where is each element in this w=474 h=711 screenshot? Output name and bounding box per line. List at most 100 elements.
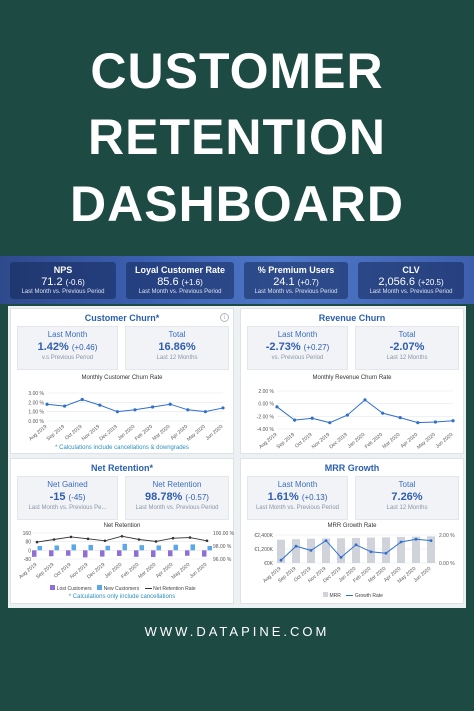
kpi-value: 2,056.6 bbox=[378, 276, 416, 288]
bar-new-customers bbox=[207, 546, 212, 551]
y-tick-label: -4.00 % bbox=[257, 427, 275, 433]
panel-title: Customer Churn* bbox=[84, 313, 160, 323]
x-tick-label: Aug 2019 bbox=[258, 432, 278, 450]
data-point bbox=[98, 403, 102, 407]
x-tick-label: Mar 2020 bbox=[381, 432, 401, 450]
data-point bbox=[120, 534, 124, 538]
stat-head: Last Month bbox=[47, 330, 88, 339]
bar-new-customers bbox=[37, 546, 42, 551]
x-tick-label: Sep 2019 bbox=[46, 424, 66, 442]
data-point bbox=[363, 398, 367, 402]
stat-value: -2.73% bbox=[265, 341, 301, 353]
kpi-sub: Last Month vs. Previous Period bbox=[254, 289, 338, 295]
data-point bbox=[433, 420, 437, 424]
stat-value: -15 bbox=[49, 491, 66, 503]
data-point bbox=[154, 540, 158, 543]
legend-swatch bbox=[346, 595, 354, 597]
stat-sub: Last Month vs. Previous Period bbox=[135, 505, 219, 511]
chart-legend: MRR Growth Rate bbox=[241, 592, 465, 599]
bar-new-customers bbox=[105, 545, 110, 551]
stat-change: (-0.57) bbox=[185, 493, 209, 502]
stat-head: Net Retention bbox=[152, 480, 202, 489]
footer-url[interactable]: WWW.DATAPINE.COM bbox=[144, 624, 330, 639]
y-tick-label: 160 bbox=[23, 531, 32, 537]
legend-swatch bbox=[323, 592, 329, 597]
kpi-loyal-customer-rate[interactable]: Loyal Customer Rate 85.6 (+1.6) Last Mon… bbox=[126, 262, 234, 299]
chart-title: Monthly Revenue Churn Rate bbox=[312, 375, 392, 381]
panel-title: MRR Growth bbox=[324, 463, 380, 473]
data-point bbox=[414, 537, 418, 541]
stat-sub: Last 12 Months bbox=[386, 505, 428, 511]
data-point bbox=[203, 410, 207, 414]
data-point bbox=[416, 421, 420, 425]
legend-swatch bbox=[144, 588, 152, 590]
stat-last-month: Last Month 1.61% (+0.13) Last Month vs. … bbox=[247, 476, 348, 520]
data-point bbox=[324, 539, 328, 542]
data-point bbox=[309, 549, 313, 552]
info-icon[interactable]: i bbox=[220, 313, 229, 322]
data-point bbox=[328, 421, 332, 425]
x-tick-label: Sep 2019 bbox=[276, 432, 296, 450]
stat-head: Total bbox=[398, 330, 416, 339]
y2-tick-label: 98.00 % bbox=[213, 544, 232, 550]
data-point bbox=[369, 550, 373, 554]
bar-lost-customers bbox=[49, 550, 54, 557]
bar-new-customers bbox=[88, 544, 93, 551]
stat-net-gained: Net Gained -15 (-45) Last Month vs. Prev… bbox=[17, 476, 118, 520]
y-tick-label: 0 bbox=[28, 548, 31, 554]
x-tick-label: Dec 2019 bbox=[328, 432, 348, 450]
x-tick-label: May 2020 bbox=[186, 424, 207, 443]
hero-banner: CUSTOMER RETENTION DASHBOARD bbox=[0, 0, 474, 256]
x-tick-label: Feb 2020 bbox=[134, 424, 154, 442]
x-tick-label: Dec 2019 bbox=[86, 562, 106, 580]
bar-mrr bbox=[292, 539, 300, 563]
kpi-delta: (+0.7) bbox=[297, 278, 319, 287]
kpi-premium-users[interactable]: % Premium Users 24.1 (+0.7) Last Month v… bbox=[244, 262, 348, 299]
kpi-sub: Last Month vs. Previous Period bbox=[369, 289, 453, 295]
data-point bbox=[35, 540, 39, 544]
data-point bbox=[80, 397, 84, 402]
y-tick-label: 2.00 % bbox=[258, 389, 274, 395]
data-point bbox=[115, 410, 119, 414]
stat-value: 1.61% bbox=[267, 491, 299, 503]
stat-total: Total 7.26% Last 12 Months bbox=[355, 476, 459, 520]
panel-title: Revenue Churn bbox=[318, 313, 386, 323]
kpi-clv[interactable]: CLV 2,056.6 (+20.5) Last Month vs. Previ… bbox=[358, 262, 464, 299]
legend-swatch bbox=[97, 585, 103, 590]
stat-head: Net Gained bbox=[47, 480, 88, 489]
y-tick-label: 1.00 % bbox=[28, 410, 44, 416]
bar-lost-customers bbox=[168, 550, 173, 557]
bar-mrr bbox=[397, 536, 405, 563]
bar-mrr bbox=[277, 539, 285, 563]
data-point bbox=[103, 539, 107, 543]
bar-new-customers bbox=[156, 545, 161, 551]
panel-customer-churn: Customer Churn* i Last Month 1.42% (+0.4… bbox=[10, 308, 234, 454]
legend-label: New Customers bbox=[103, 586, 140, 592]
bar-new-customers bbox=[173, 544, 178, 551]
bar-mrr bbox=[412, 536, 420, 563]
data-point bbox=[221, 406, 225, 410]
bar-lost-customers bbox=[134, 550, 139, 557]
data-point bbox=[137, 538, 141, 541]
data-point bbox=[381, 411, 385, 415]
stat-value: 7.26% bbox=[391, 491, 423, 503]
data-point bbox=[69, 535, 73, 539]
x-tick-label: Nov 2019 bbox=[81, 424, 101, 442]
kpi-delta: (+20.5) bbox=[418, 278, 444, 287]
bar-new-customers bbox=[139, 545, 144, 551]
y-tick-label: €0K bbox=[264, 561, 274, 567]
kpi-delta: (+1.6) bbox=[181, 278, 203, 287]
chart-title: Net Retention bbox=[103, 523, 141, 529]
stat-total: Total -2.07% Last 12 Months bbox=[355, 326, 459, 370]
bar-lost-customers bbox=[185, 550, 190, 556]
bar-new-customers bbox=[122, 543, 127, 551]
kpi-nps[interactable]: NPS 71.2 (-0.6) Last Month vs. Previous … bbox=[10, 262, 116, 299]
legend-label: Net Retention Rate bbox=[153, 586, 196, 592]
stat-head: Last Month bbox=[277, 480, 318, 489]
stat-head: Last Month bbox=[277, 330, 318, 339]
bar-lost-customers bbox=[151, 550, 156, 558]
y-tick-label: 80 bbox=[25, 540, 31, 546]
y2-tick-label: 0.00 % bbox=[439, 561, 455, 567]
kpi-title: CLV bbox=[402, 265, 420, 275]
bar-mrr bbox=[427, 536, 435, 563]
